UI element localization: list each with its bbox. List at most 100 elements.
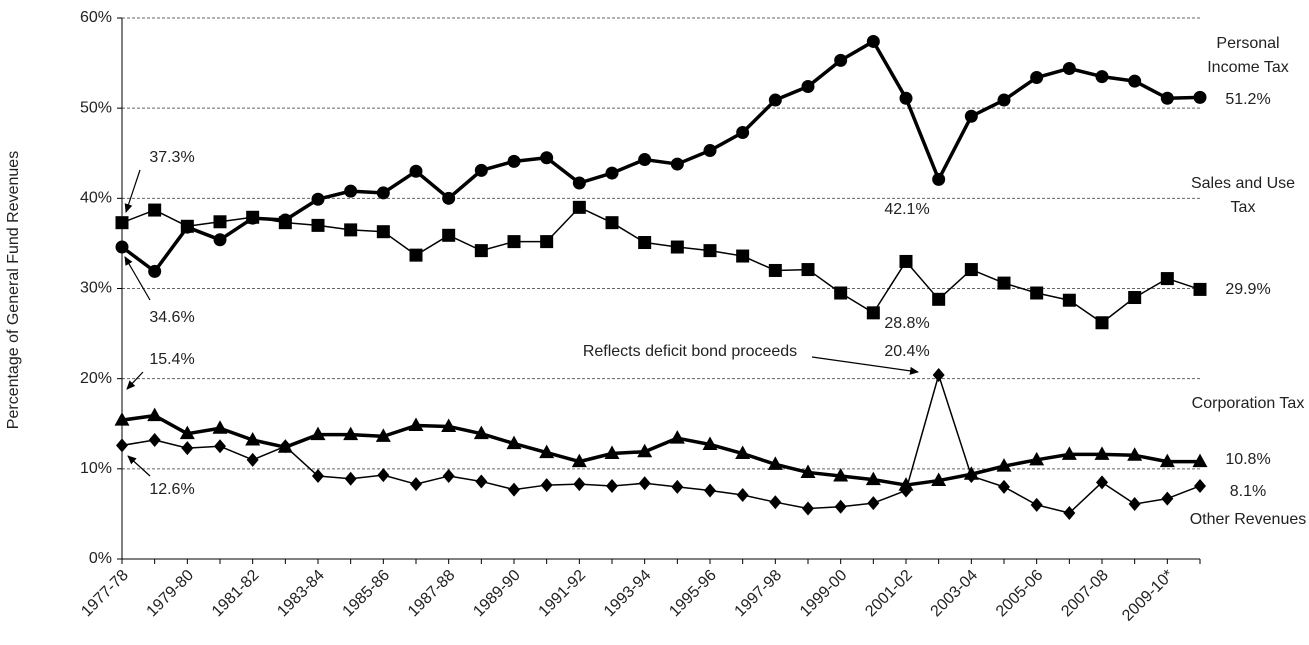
point (965, 469, 978, 484)
point (148, 264, 162, 278)
point (245, 431, 261, 446)
value-label: 42.1% (884, 201, 929, 218)
label-arrow (124, 169, 141, 213)
point (344, 223, 358, 237)
point (148, 432, 161, 447)
point (736, 487, 749, 502)
point (1062, 293, 1076, 307)
point (474, 163, 488, 177)
point (996, 458, 1012, 472)
point (1128, 74, 1142, 88)
annotation: Reflects deficit bond proceeds (583, 343, 797, 360)
x-tick-label: 2001-02 (862, 567, 916, 621)
point (214, 439, 226, 454)
point (669, 430, 685, 444)
point (114, 412, 130, 426)
point (1128, 291, 1142, 305)
point (539, 444, 555, 459)
point (1194, 478, 1206, 493)
point (540, 235, 554, 249)
point (571, 453, 587, 468)
point (998, 479, 1010, 494)
point (801, 80, 815, 94)
x-tick-label: 2007-08 (1058, 567, 1112, 621)
x-tick-label: 1995-96 (666, 567, 720, 621)
point (408, 417, 424, 432)
point (409, 164, 423, 178)
series-line (121, 413, 1200, 487)
x-tick-label: 1991-92 (536, 567, 590, 621)
value-label: 51.2% (1225, 91, 1270, 108)
x-tick-label: 1997-98 (732, 567, 786, 621)
point (473, 425, 489, 440)
point (278, 216, 292, 230)
point (997, 93, 1011, 107)
point (116, 438, 128, 453)
point (703, 244, 717, 258)
point (932, 172, 946, 186)
point (932, 292, 946, 306)
value-label: 20.4% (884, 343, 929, 360)
point (834, 286, 848, 300)
y-tick-label: 40% (80, 190, 112, 207)
point (899, 254, 913, 268)
value-label: 37.3% (149, 149, 194, 166)
legend-label: Sales and Use Tax (1190, 175, 1296, 216)
point (410, 477, 422, 492)
point (1192, 453, 1208, 468)
point (180, 219, 194, 233)
value-label: 12.6% (149, 481, 194, 498)
series-line (121, 206, 1201, 324)
point (507, 235, 521, 249)
point (1096, 475, 1108, 490)
point (801, 263, 815, 277)
point (508, 482, 520, 497)
x-tick-label: 1989-90 (470, 567, 524, 621)
point (115, 216, 129, 230)
point (442, 191, 456, 205)
x-tick-label: 1987-88 (405, 567, 459, 621)
point (1160, 91, 1174, 105)
point (312, 469, 324, 484)
point (1161, 491, 1174, 506)
point (1193, 90, 1207, 104)
point (899, 91, 913, 105)
point (702, 436, 718, 450)
series-line (121, 374, 1201, 514)
point (409, 248, 423, 262)
point (475, 474, 488, 489)
point (343, 426, 359, 441)
value-label: 8.1% (1230, 483, 1266, 500)
x-tick-label: 2003-04 (928, 567, 982, 621)
point (800, 464, 816, 478)
point (572, 176, 586, 190)
point (1160, 272, 1174, 286)
point (605, 216, 619, 230)
point (507, 154, 521, 168)
point (834, 53, 848, 67)
point (670, 240, 684, 254)
point (474, 244, 488, 258)
value-label: 10.8% (1225, 451, 1270, 468)
point (671, 479, 684, 494)
point (704, 483, 716, 498)
legend-label: Personal Income Tax (1207, 35, 1289, 76)
label-arrow (127, 455, 151, 477)
point (213, 215, 227, 229)
point (1094, 446, 1110, 460)
point (246, 452, 259, 467)
x-tick-label: 1983-84 (274, 567, 328, 621)
point (638, 236, 652, 250)
point (376, 225, 390, 239)
point (767, 456, 783, 470)
y-tick-label: 20% (80, 370, 112, 387)
value-label: 15.4% (149, 351, 194, 368)
point (344, 471, 357, 486)
point (736, 249, 750, 263)
series-line (120, 39, 1201, 274)
point (147, 407, 163, 422)
point (1063, 506, 1076, 521)
point (540, 478, 553, 493)
